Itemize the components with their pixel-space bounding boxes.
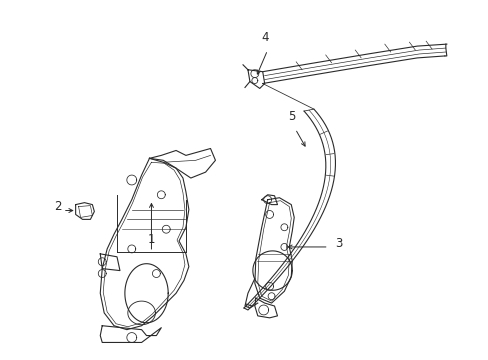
Text: 5: 5: [288, 110, 295, 123]
Text: 2: 2: [54, 200, 61, 213]
Text: 1: 1: [147, 233, 155, 246]
Text: 3: 3: [335, 238, 342, 251]
Text: 4: 4: [261, 31, 268, 44]
